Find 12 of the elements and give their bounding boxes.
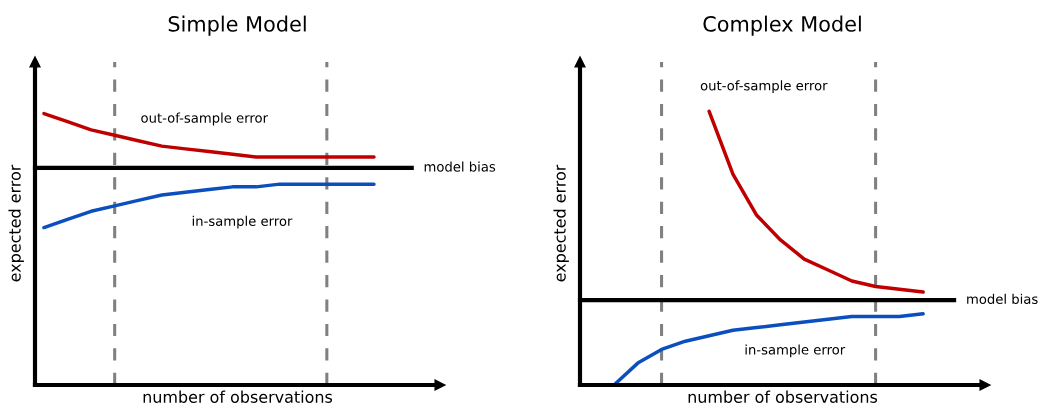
- x-axis-title: number of observations: [688, 390, 878, 403]
- series-label: out-of-sample error: [700, 80, 828, 94]
- y-axis-title: expected error: [8, 164, 24, 282]
- series-label: in-sample error: [192, 215, 293, 229]
- ref-line-label: model bias: [424, 161, 496, 172]
- ref-line-label: model bias: [967, 293, 1038, 304]
- x-axis-title: number of observations: [143, 390, 333, 403]
- series-label: in-sample error: [745, 344, 846, 358]
- chart-title: Complex Model: [703, 15, 861, 36]
- series-label: out-of-sample error: [141, 112, 268, 126]
- chart-title: Simple Model: [168, 15, 306, 36]
- y-axis-title: expected error: [553, 164, 569, 282]
